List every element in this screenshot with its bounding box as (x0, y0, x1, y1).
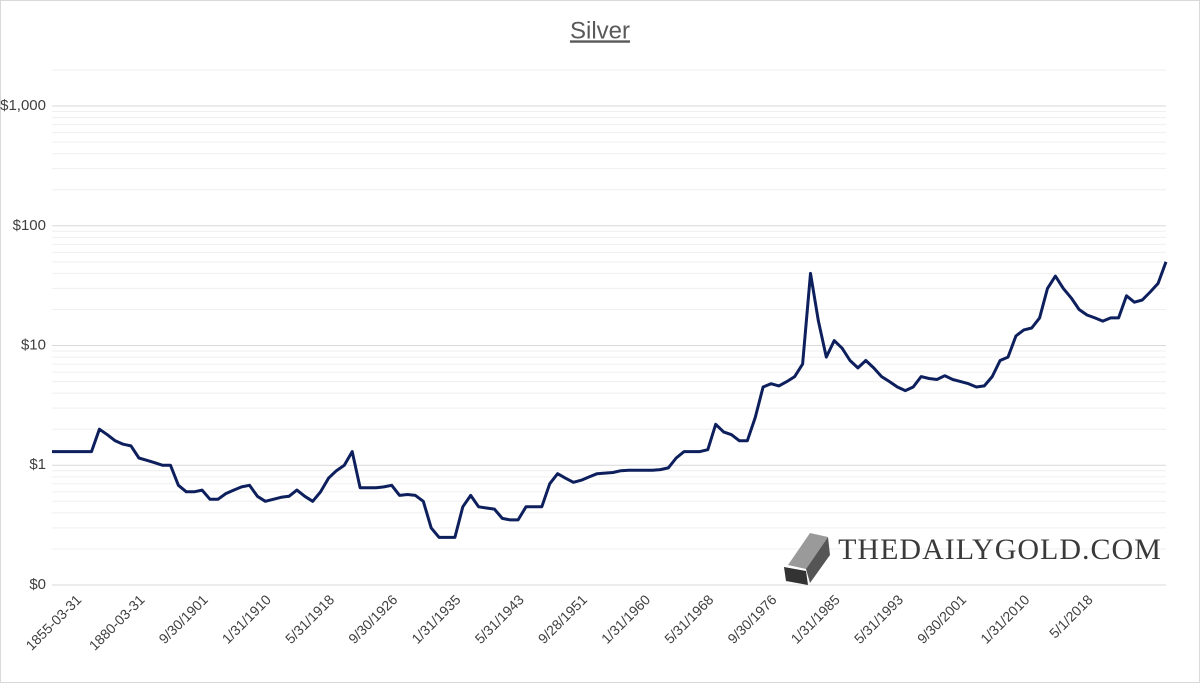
logo-icon (784, 533, 830, 585)
chart-title: Silver (570, 17, 630, 44)
y-tick-label: $1,000 (0, 97, 46, 114)
line (52, 261, 1168, 539)
y-tick-label: $0 (29, 576, 46, 593)
y-tick-label: $10 (21, 336, 46, 353)
watermark: THEDAILYGOLD.COM (838, 533, 1162, 566)
y-tick-label: $100 (13, 217, 46, 234)
y-tick-label: $1 (29, 456, 46, 473)
grid (52, 69, 1166, 586)
